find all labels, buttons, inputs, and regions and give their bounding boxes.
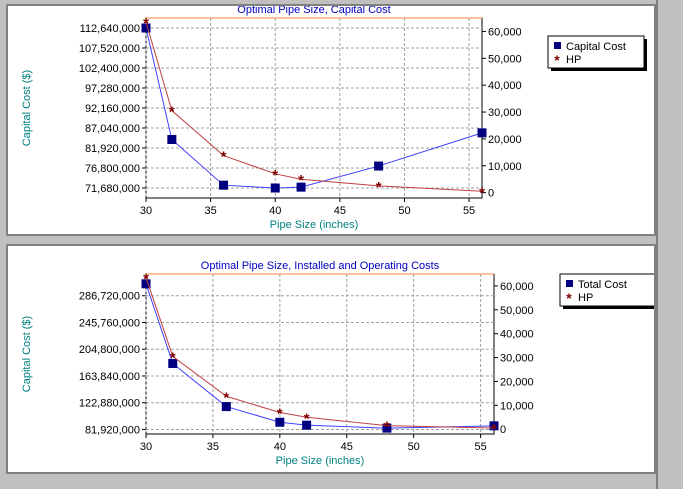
y-tick-label: 204,800,000 (79, 344, 140, 356)
y-tick-label: 107,520,000 (79, 43, 140, 55)
y2-tick-label: 30,000 (500, 353, 534, 365)
legend-label: HP (566, 54, 581, 66)
y-tick-label: 81,920,000 (85, 424, 140, 436)
x-tick-label: 35 (207, 441, 219, 453)
y-tick-label: 286,720,000 (79, 291, 140, 303)
data-point-total-cost (221, 402, 231, 412)
data-point-hp: * (376, 179, 382, 196)
capital-cost-chart-panel: Optimal Pipe Size, Capital Cost 112,640,0… (6, 4, 656, 236)
y-tick-label: 112,640,000 (80, 23, 140, 35)
data-point-capital-cost (477, 128, 487, 138)
y-tick-label: 81,920,000 (85, 143, 140, 155)
data-point-total-cost (275, 417, 285, 427)
panel-divider (0, 238, 683, 242)
data-point-hp: * (143, 15, 149, 32)
data-point-total-cost (489, 421, 499, 431)
window-right-border (656, 0, 683, 489)
y2-tick-label: 60,000 (500, 281, 534, 293)
data-point-hp: * (491, 421, 497, 438)
series-line-hp (145, 21, 483, 192)
x-axis-label: Pipe Size (inches) (270, 219, 359, 231)
legend-label: HP (578, 292, 593, 304)
y2-tick-label: 30,000 (488, 107, 522, 119)
legend-shadow (551, 68, 647, 71)
x-tick-label: 30 (140, 205, 152, 217)
y-axis-label: Capital Cost ($) (21, 70, 33, 146)
y-tick-label: 87,040,000 (85, 123, 140, 135)
legend-marker-star: * (566, 290, 572, 306)
plot-area (145, 273, 495, 435)
y-axis-label: Capital Cost ($) (21, 316, 33, 392)
x-tick-label: 55 (463, 205, 475, 217)
legend-label: Capital Cost (566, 41, 626, 53)
y-tick-label: 97,280,000 (85, 83, 140, 95)
y2-tick-label: 60,000 (488, 26, 522, 38)
x-tick-label: 50 (398, 205, 410, 217)
data-point-hp: * (170, 349, 176, 366)
y2-tick-label: 10,000 (488, 161, 522, 173)
data-point-capital-cost (219, 180, 229, 190)
total-cost-chart-panel: Optimal Pipe Size, Installed and Operati… (6, 244, 656, 474)
legend-marker-square (554, 42, 561, 49)
legend-label: Total Cost (578, 279, 627, 291)
y2-tick-label: 50,000 (488, 53, 522, 65)
x-tick-label: 45 (334, 205, 346, 217)
data-point-hp: * (221, 149, 227, 166)
y-tick-label: 245,760,000 (79, 317, 140, 329)
x-tick-label: 55 (474, 441, 486, 453)
y2-tick-label: 20,000 (500, 376, 534, 388)
x-tick-label: 50 (408, 441, 420, 453)
chart-title: Optimal Pipe Size, Capital Cost (237, 6, 390, 16)
data-point-total-cost (168, 358, 178, 368)
y-tick-label: 76,800,000 (85, 163, 140, 175)
data-point-total-cost (302, 420, 312, 430)
chart-title: Optimal Pipe Size, Installed and Operati… (201, 260, 440, 272)
y-tick-label: 122,880,000 (79, 398, 140, 410)
y2-tick-label: 40,000 (500, 329, 534, 341)
y-tick-label: 102,400,000 (79, 63, 140, 75)
x-tick-label: 35 (204, 205, 216, 217)
data-point-hp: * (479, 184, 485, 201)
data-point-total-cost (382, 423, 392, 433)
capital-cost-chart: Optimal Pipe Size, Capital Cost 112,640,0… (21, 6, 647, 231)
data-point-capital-cost (167, 134, 177, 144)
data-point-hp: * (277, 406, 283, 423)
y2-tick-label: 50,000 (500, 305, 534, 317)
data-point-hp: * (143, 271, 149, 288)
x-tick-label: 45 (341, 441, 353, 453)
series-line-hp (145, 277, 495, 429)
data-point-hp: * (169, 104, 175, 121)
data-point-capital-cost (296, 182, 306, 192)
y-tick-label: 92,160,000 (85, 103, 140, 115)
legend-marker-square (566, 280, 573, 287)
y2-tick-label: 20,000 (488, 134, 522, 146)
data-point-hp: * (304, 410, 310, 427)
legend-shadow (644, 39, 647, 71)
data-point-capital-cost (374, 161, 384, 171)
legend-box (559, 273, 654, 307)
data-point-hp: * (223, 389, 229, 406)
data-point-capital-cost (270, 183, 280, 193)
y2-tick-label: 10,000 (500, 400, 534, 412)
data-point-hp: * (384, 419, 390, 436)
y-tick-label: 163,840,000 (79, 371, 140, 383)
total-cost-chart: Optimal Pipe Size, Installed and Operati… (21, 260, 654, 467)
data-point-total-cost (141, 279, 151, 289)
y2-tick-label: 0 (500, 424, 506, 436)
data-point-hp: * (298, 172, 304, 189)
legend-marker-star: * (554, 52, 560, 68)
y2-tick-label: 40,000 (488, 80, 522, 92)
x-tick-label: 40 (269, 205, 281, 217)
legend-shadow (563, 306, 654, 309)
x-tick-label: 30 (140, 441, 152, 453)
y-tick-label: 71,680,000 (85, 183, 140, 195)
x-axis-label: Pipe Size (inches) (276, 455, 365, 467)
data-point-capital-cost (141, 23, 151, 33)
data-point-hp: * (272, 167, 278, 184)
legend-box (547, 35, 645, 69)
x-tick-label: 40 (274, 441, 286, 453)
y2-tick-label: 0 (488, 188, 494, 200)
